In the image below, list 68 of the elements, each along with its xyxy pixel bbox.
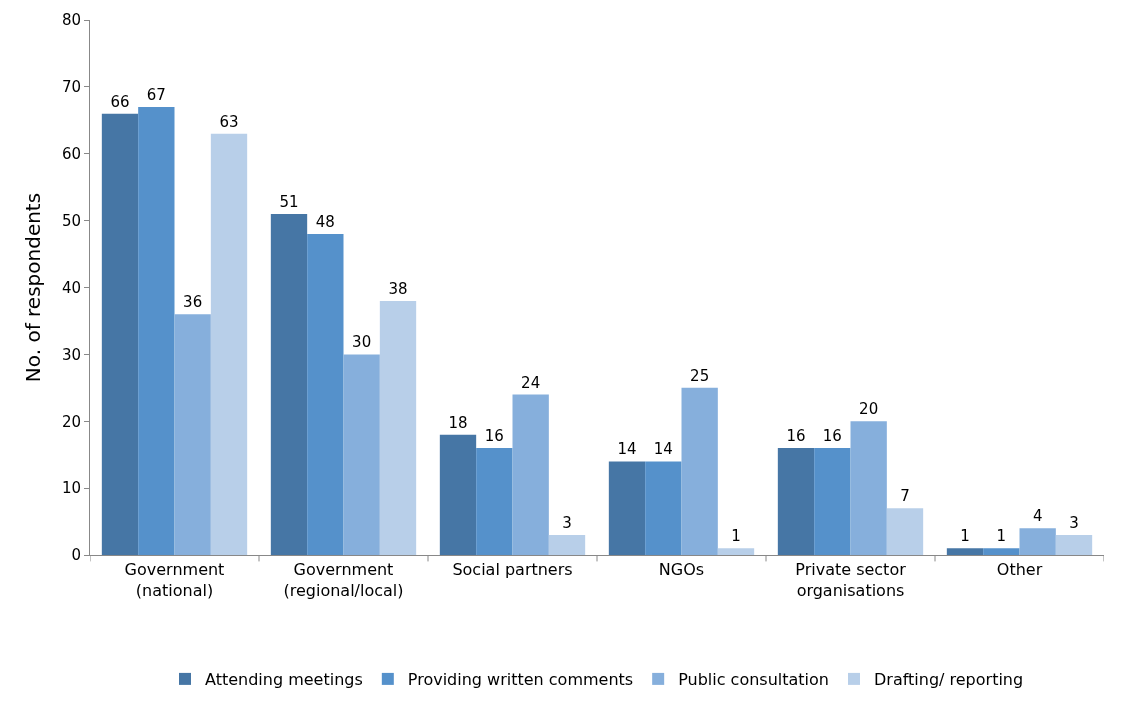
data-label: 14 xyxy=(617,440,637,459)
data-label: 3 xyxy=(1069,513,1079,532)
x-tick-label: Private sector organisations xyxy=(795,560,907,600)
data-label: 4 xyxy=(1032,507,1043,526)
bar xyxy=(210,133,248,555)
bar xyxy=(777,448,815,555)
bar xyxy=(946,548,984,555)
bar xyxy=(307,234,344,555)
bar xyxy=(270,213,308,555)
bar xyxy=(138,106,175,555)
y-tick-label: 70 xyxy=(61,78,81,97)
bar xyxy=(717,548,755,555)
y-tick-label: 60 xyxy=(61,145,81,163)
data-label: 63 xyxy=(219,112,239,131)
data-label: 48 xyxy=(315,213,335,231)
bar xyxy=(476,448,513,555)
bar xyxy=(1055,534,1093,555)
bar xyxy=(814,448,851,555)
data-label: 36 xyxy=(183,293,203,312)
data-label: 3 xyxy=(562,513,572,532)
data-label: 25 xyxy=(690,366,710,385)
x-tick-label: Government (national) xyxy=(124,560,225,600)
bar xyxy=(343,354,380,555)
data-label: 7 xyxy=(900,487,910,506)
bar xyxy=(1019,528,1056,555)
data-label: 16 xyxy=(786,427,806,445)
x-tick-label: Government (regional/local) xyxy=(283,560,404,600)
legend-label: Drafting/ reporting xyxy=(873,670,1024,690)
data-label: 1 xyxy=(731,527,741,546)
bar xyxy=(101,113,139,555)
bar xyxy=(983,548,1020,555)
data-label: 14 xyxy=(653,440,673,459)
data-label: 30 xyxy=(352,333,372,352)
data-label: 16 xyxy=(822,427,842,445)
y-tick-label: 50 xyxy=(61,211,81,230)
bar xyxy=(645,461,682,555)
data-label: 20 xyxy=(859,400,879,419)
data-label: 18 xyxy=(448,413,468,432)
y-tick-label: 20 xyxy=(61,412,81,431)
y-tick-label: 80 xyxy=(61,11,81,30)
data-label: 51 xyxy=(279,192,299,211)
bar xyxy=(439,434,477,555)
data-label: 1 xyxy=(996,527,1007,546)
data-label: 38 xyxy=(388,279,408,298)
bar xyxy=(681,387,718,555)
legend-label: Public consultation xyxy=(678,670,829,690)
data-label: 16 xyxy=(484,427,504,445)
x-tick-label: Other xyxy=(996,560,1043,580)
y-axis-title: No. of respondents xyxy=(21,192,46,383)
data-label: 24 xyxy=(521,373,541,392)
data-label: 67 xyxy=(146,85,166,104)
legend-label: Providing written comments xyxy=(407,670,634,690)
bar xyxy=(886,508,924,555)
y-tick-label: 30 xyxy=(61,345,81,364)
bar xyxy=(379,300,417,555)
data-label: 1 xyxy=(960,527,970,546)
x-tick-label: Social partners xyxy=(452,560,573,580)
bar xyxy=(608,461,646,555)
bar xyxy=(512,394,549,555)
bar xyxy=(850,421,887,555)
data-label: 66 xyxy=(110,92,130,111)
y-tick-label: 40 xyxy=(61,278,81,297)
y-tick-label: 10 xyxy=(61,479,81,498)
bar xyxy=(174,314,211,555)
bar xyxy=(548,534,586,555)
y-tick-label: 0 xyxy=(71,546,81,565)
x-tick-label: NGOs xyxy=(658,560,705,580)
legend-label: Attending meetings xyxy=(205,670,363,690)
